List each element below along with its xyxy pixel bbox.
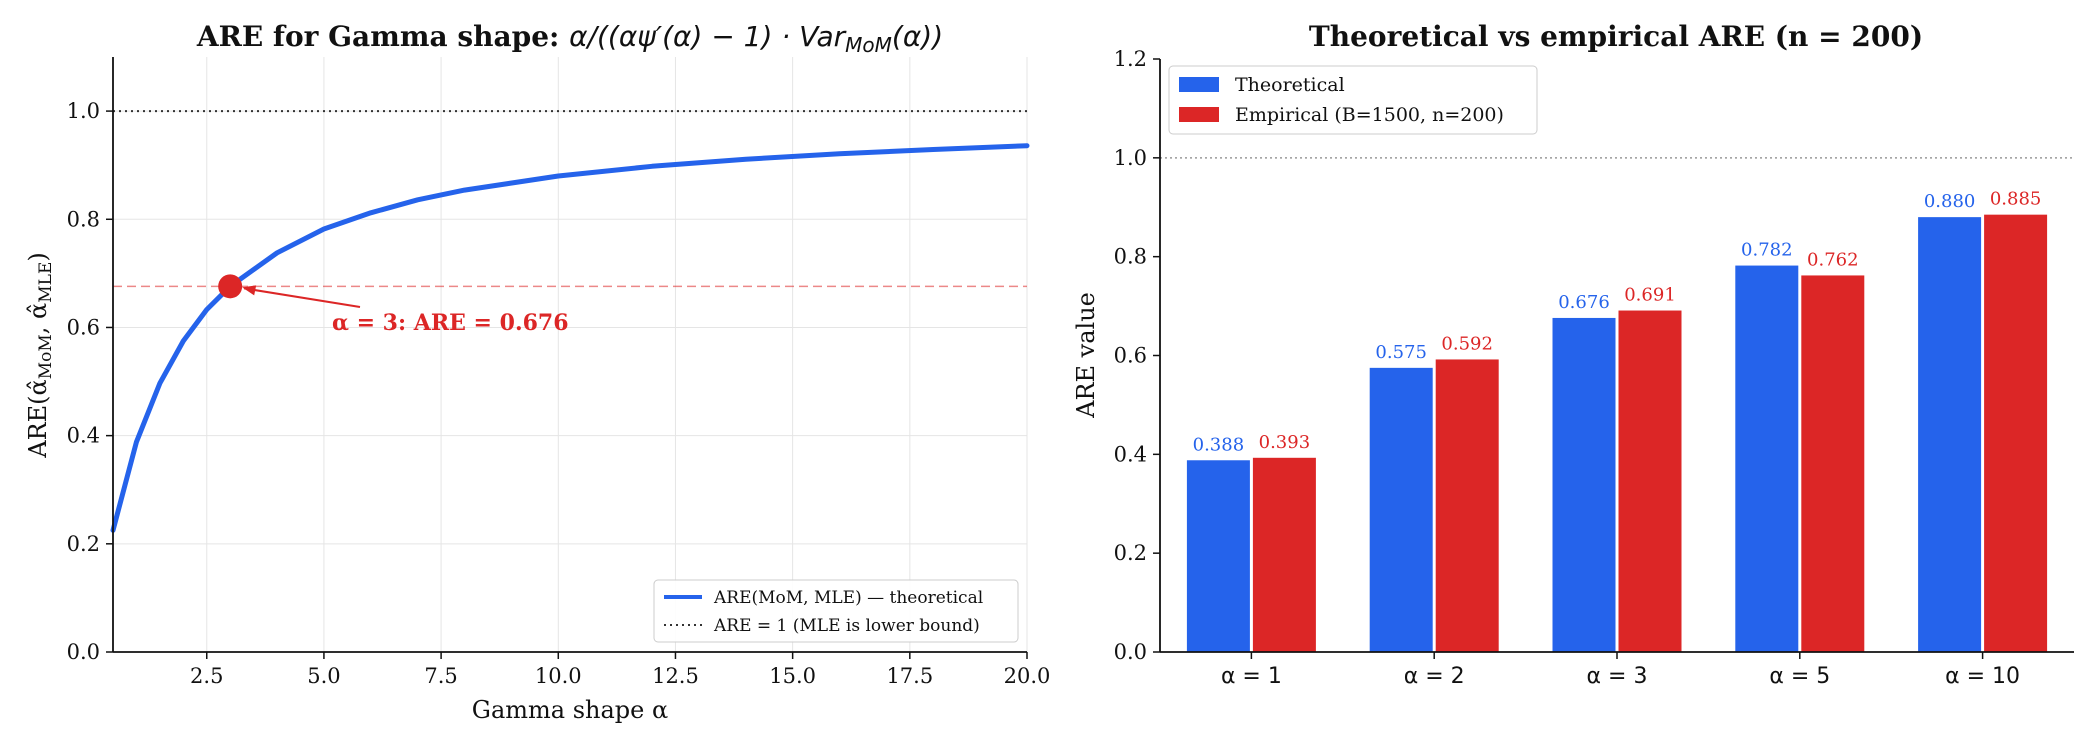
bar-label-theoretical-3: 0.782: [1741, 240, 1793, 261]
legend-swatch-empirical: [1179, 107, 1219, 122]
bar-theoretical-2: [1552, 317, 1616, 652]
legend-label-theoretical-line: ARE(MoM, MLE) — theoretical: [713, 588, 983, 608]
bar-label-theoretical-2: 0.676: [1558, 292, 1610, 313]
annotation-alpha3: α = 3: ARE = 0.676: [332, 310, 569, 336]
left-chart-title: ARE for Gamma shape: α/((αψ′(α) − 1) · V…: [196, 20, 943, 57]
left-xtick-label-7: 20.0: [1004, 664, 1051, 688]
left-ytick-label-2: 0.4: [67, 424, 100, 448]
right-ticks: 0.0 0.2 0.4 0.6 0.8 1.0 1.2 α = 1 α = 2 α = 3 α = …: [1114, 47, 2020, 689]
bar-label-empirical-2: 0.691: [1624, 285, 1676, 306]
left-ticks: 2.5 5.0 7.5 10.0 12.5 15.0 17.5 20.0 0.0 0.2 0.4 0.…: [67, 99, 1051, 688]
bar-empirical-2: [1618, 310, 1682, 652]
bar-label-theoretical-0: 0.388: [1193, 434, 1245, 455]
bar-empirical-0: [1252, 457, 1316, 652]
bar-label-theoretical-1: 0.575: [1375, 342, 1427, 363]
annotation-arrow: [244, 287, 361, 308]
left-legend: ARE(MoM, MLE) — theoretical ARE = 1 (MLE…: [653, 579, 1019, 643]
category-label-4: α = 10: [1945, 664, 2020, 689]
left-reference-lines: [113, 110, 1027, 288]
left-xtick-label-1: 5.0: [307, 664, 340, 688]
left-xtick-label-0: 2.5: [190, 664, 223, 688]
right-ytick-label-2: 0.4: [1114, 442, 1147, 466]
left-ytick-label-5: 1.0: [67, 99, 100, 123]
bar-theoretical-3: [1735, 265, 1799, 652]
left-xlabel: Gamma shape α: [472, 696, 668, 724]
legend-label-are-one: ARE = 1 (MLE is lower bound): [713, 616, 980, 636]
left-ytick-label-4: 0.8: [67, 207, 100, 231]
right-legend-box: [1168, 65, 1538, 135]
right-ytick-label-0: 0.0: [1114, 640, 1147, 664]
right-ylabel: ARE value: [1072, 292, 1100, 419]
bar-label-empirical-4: 0.885: [1990, 189, 2042, 210]
bar-label-empirical-1: 0.592: [1441, 333, 1493, 354]
left-series: [110, 143, 1030, 533]
left-axes: [112, 57, 1027, 653]
right-ytick-label-1: 0.2: [1114, 541, 1147, 565]
are-theoretical-curve: [110, 143, 1030, 533]
bar-theoretical-4: [1918, 217, 1982, 652]
highlight-point-alpha3: [218, 274, 243, 299]
left-xtick-label-3: 10.0: [535, 664, 582, 688]
right-ytick-label-3: 0.6: [1114, 344, 1147, 368]
category-label-2: α = 3: [1587, 664, 1648, 689]
legend-label-empirical: Empirical (B=1500, n=200): [1235, 104, 1504, 126]
bar-label-theoretical-4: 0.880: [1924, 191, 1976, 212]
right-ytick-label-5: 1.0: [1114, 146, 1147, 170]
left-xtick-label-6: 17.5: [886, 664, 933, 688]
left-gridlines: [113, 57, 1028, 653]
right-legend: Theoretical Empirical (B=1500, n=200): [1168, 65, 1538, 135]
left-legend-box: [653, 579, 1019, 643]
legend-swatch-theoretical: [1179, 77, 1219, 92]
bar-theoretical-1: [1369, 367, 1433, 652]
left-xtick-label-5: 15.0: [769, 664, 816, 688]
right-ytick-label-6: 1.2: [1114, 47, 1147, 71]
category-label-0: α = 1: [1221, 664, 1282, 689]
bar-label-empirical-0: 0.393: [1259, 432, 1311, 453]
left-xtick-label-4: 12.5: [652, 664, 699, 688]
category-label-1: α = 2: [1404, 664, 1465, 689]
left-ylabel: ARE(α̂MoM, α̂MLE): [24, 252, 56, 459]
bar-theoretical-0: [1186, 460, 1250, 652]
left-chart: ARE for Gamma shape: α/((αψ′(α) − 1) · V…: [24, 20, 1050, 724]
category-label-3: α = 5: [1769, 664, 1830, 689]
left-ytick-label-1: 0.2: [67, 532, 100, 556]
right-bars: 0.388 0.393 0.575 0.592 0.676 0.691 0.782 0.762…: [1186, 189, 2048, 652]
annotation-arrowhead: [242, 285, 257, 296]
right-chart: Theoretical vs empirical ARE (n = 200) 0…: [1072, 20, 2074, 689]
bar-label-empirical-3: 0.762: [1807, 249, 1859, 270]
right-ytick-label-4: 0.8: [1114, 245, 1147, 269]
left-xtick-label-2: 7.5: [424, 664, 457, 688]
left-ytick-label-3: 0.6: [67, 315, 100, 339]
bar-empirical-1: [1435, 359, 1499, 652]
left-ytick-label-0: 0.0: [67, 640, 100, 664]
right-chart-title: Theoretical vs empirical ARE (n = 200): [1309, 20, 1923, 53]
bar-empirical-3: [1801, 275, 1865, 652]
bar-empirical-4: [1984, 214, 2048, 652]
legend-label-theoretical: Theoretical: [1235, 74, 1345, 96]
